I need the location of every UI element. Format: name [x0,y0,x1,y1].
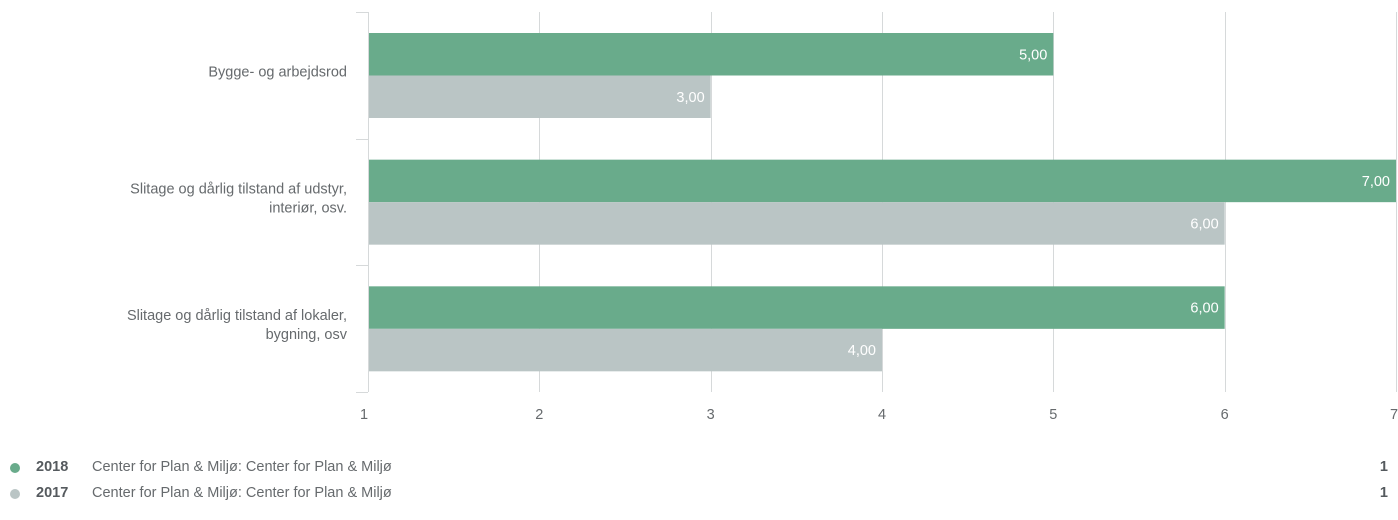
x-tick-labels: 1 2 3 4 5 6 7 [360,407,1398,423]
bar-2018-0 [369,33,1054,76]
x-tick-label-1: 1 [360,407,368,423]
bar-value-label-2017-0: 3,00 [676,90,704,106]
bar-value-label-2017-1: 6,00 [1190,216,1218,232]
bar-value-label-2017-2: 4,00 [848,343,876,359]
category-label-2-line-1: bygning, osv [266,327,348,343]
legend-2017-count: 1 [1379,485,1388,501]
legend-item-2018[interactable]: 2018 Center for Plan & Miljø: Center for… [0,456,1398,480]
legend-2017-year: 2017 [36,485,69,501]
x-tick-label-4: 4 [878,407,886,423]
category-labels: Bygge- og arbejdsrod Slitage og dårlig ti… [127,64,348,343]
bar-2017-1 [369,202,1225,245]
legend-item-2017[interactable]: 2017 Center for Plan & Miljø: Center for… [0,482,1398,506]
bar-value-label-2018-2: 6,00 [1190,301,1218,317]
legend-2017-name: Center for Plan & Miljø: Center for Plan… [92,485,392,501]
bar-2017-0 [369,75,711,118]
category-label-0: Bygge- og arbejdsrod [208,64,347,80]
category-label-0-line-0: Bygge- og arbejdsrod [208,64,347,80]
legend-2018-dot-icon [10,463,20,473]
x-tick-label-5: 5 [1049,407,1057,423]
category-label-2-line-0: Slitage og dårlig tilstand af lokaler, [127,308,347,324]
category-label-1-line-1: interiør, osv. [269,201,347,217]
x-tick-label-7: 7 [1390,407,1398,423]
bar-chart: 5,00 7,00 6,00 3,00 6,00 4,00 Bygge- og arbej… [127,12,1398,423]
bar-value-label-2018-1: 7,00 [1362,174,1390,190]
category-label-1-line-0: Slitage og dårlig tilstand af udstyr, [130,182,347,198]
bars: 5,00 7,00 6,00 3,00 6,00 4,00 [369,33,1396,372]
bar-value-label-2018-0: 5,00 [1019,47,1047,63]
x-tick-label-6: 6 [1221,407,1229,423]
category-label-1: Slitage og dårlig tilstand af udstyr, int… [130,182,347,217]
legend-2018-count: 1 [1379,459,1388,475]
bar-2018-2 [369,286,1225,329]
x-tick-label-3: 3 [707,407,715,423]
legend-2018-year: 2018 [36,459,69,475]
x-tick-label-2: 2 [535,407,543,423]
bar-2018-1 [369,159,1396,203]
category-axis [356,12,369,393]
bar-2017-2 [369,328,882,372]
legend-2018-name: Center for Plan & Miljø: Center for Plan… [92,459,392,475]
category-label-2: Slitage og dårlig tilstand af lokaler, by… [127,308,348,343]
legend-2017-dot-icon [10,489,20,499]
